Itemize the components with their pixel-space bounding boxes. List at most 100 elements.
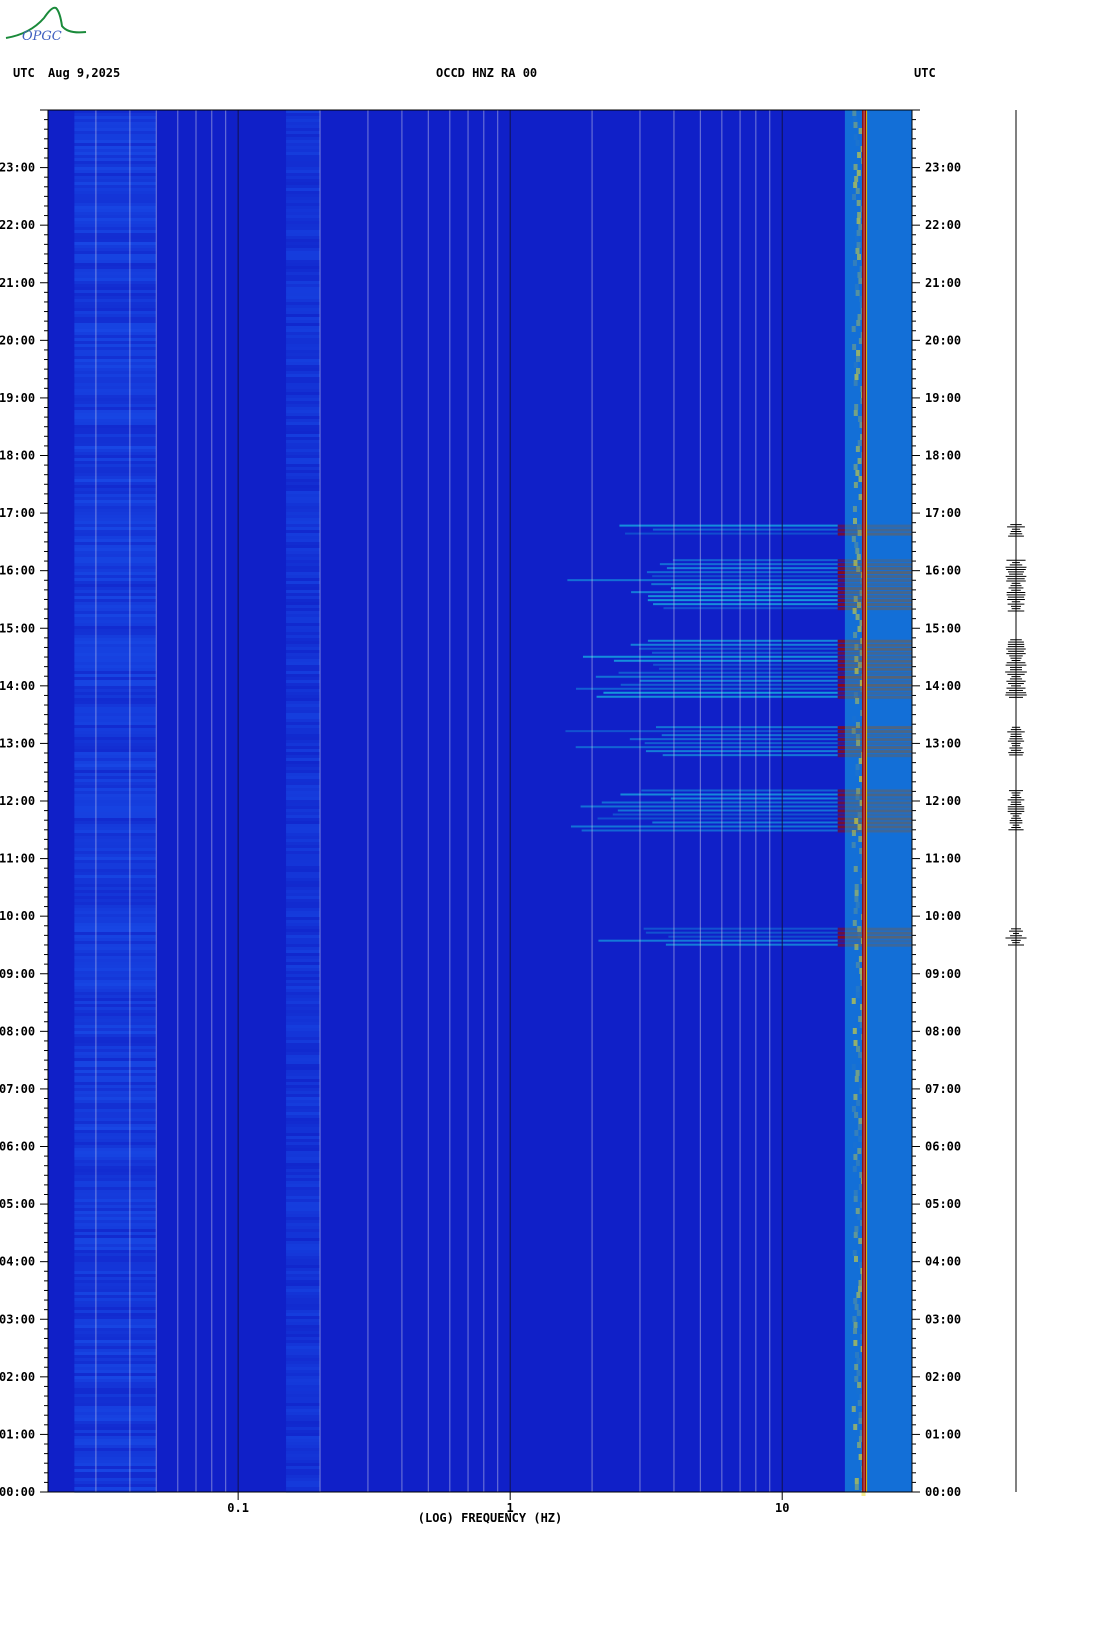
- lowfreq-band-stripe: [74, 1172, 157, 1175]
- lowfreq-band-stripe: [74, 1280, 157, 1283]
- microseism-band-stripe: [286, 1154, 321, 1157]
- highfreq-noise-speck: [854, 542, 859, 548]
- lowfreq-band-stripe: [74, 356, 157, 359]
- x-axis-label: (LOG) FREQUENCY (HZ): [418, 1511, 563, 1525]
- lowfreq-band-stripe: [74, 392, 157, 395]
- lowfreq-band-stripe: [74, 1193, 157, 1196]
- highfreq-noise-speck: [854, 1484, 859, 1490]
- microseism-band-stripe: [286, 923, 321, 926]
- microseism-band-stripe: [286, 1307, 321, 1310]
- microseism-band-stripe: [286, 809, 321, 812]
- lowfreq-band-stripe: [74, 1487, 157, 1490]
- event-band: [652, 528, 838, 531]
- event-band: [653, 663, 838, 666]
- event-band: [595, 675, 838, 678]
- microseism-band-stripe: [286, 1088, 321, 1091]
- microseism-band-stripe: [286, 254, 321, 257]
- event-peak: [837, 695, 912, 699]
- microseism-band-stripe: [286, 959, 321, 962]
- highfreq-noise-speck: [857, 1442, 862, 1448]
- microseism-band-stripe: [286, 659, 321, 662]
- microseism-band-stripe: [286, 1028, 321, 1031]
- event-band: [631, 591, 838, 594]
- lowfreq-band-stripe: [74, 1070, 157, 1073]
- lowfreq-band-stripe: [74, 950, 157, 953]
- y-tick-label-right: 08:00: [925, 1024, 961, 1038]
- microseism-band-stripe: [286, 374, 321, 377]
- microseism-band-stripe: [286, 605, 321, 608]
- microseism-band-stripe: [286, 1064, 321, 1067]
- microseism-band-stripe: [286, 1484, 321, 1487]
- microseism-band-stripe: [286, 461, 321, 464]
- event-peak: [837, 825, 912, 829]
- lowfreq-band-stripe: [74, 578, 157, 581]
- lowfreq-band-stripe: [74, 404, 157, 407]
- lowfreq-band-stripe: [74, 794, 157, 797]
- microseism-band-stripe: [286, 1052, 321, 1055]
- highfreq-noise-speck: [851, 1406, 856, 1412]
- microseism-band-stripe: [286, 1352, 321, 1355]
- lowfreq-band-stripe: [74, 416, 157, 419]
- event-band: [670, 587, 838, 590]
- lowfreq-band-stripe: [74, 1475, 157, 1478]
- lowfreq-band-stripe: [74, 842, 157, 845]
- y-tick-label-left: 07:00: [0, 1082, 35, 1096]
- microseism-band-stripe: [286, 377, 321, 380]
- lowfreq-band-stripe: [74, 1238, 157, 1241]
- lowfreq-band-stripe: [74, 506, 157, 509]
- microseism-band-stripe: [286, 1409, 321, 1412]
- microseism-band-stripe: [286, 1337, 321, 1340]
- lowfreq-band-stripe: [74, 1361, 157, 1364]
- event-band: [647, 599, 838, 602]
- highfreq-noise-band: [844, 110, 912, 1492]
- event-peak: [837, 935, 912, 939]
- highfreq-noise-speck: [858, 476, 863, 482]
- lowfreq-band-stripe: [74, 1484, 157, 1487]
- lowfreq-band-stripe: [74, 1124, 157, 1127]
- lowfreq-band-stripe: [74, 542, 157, 545]
- seismogram-trace: [1005, 110, 1027, 1492]
- microseism-band-stripe: [286, 128, 321, 131]
- microseism-band-stripe: [286, 380, 321, 383]
- lowfreq-band-stripe: [74, 1481, 157, 1484]
- highfreq-noise-speck: [856, 806, 860, 812]
- highfreq-noise-speck: [858, 1412, 863, 1418]
- highfreq-noise-speck: [856, 230, 861, 236]
- lowfreq-band-stripe: [74, 1025, 157, 1028]
- microseism-band-stripe: [286, 905, 321, 908]
- lowfreq-band-stripe: [74, 425, 157, 428]
- microseism-band-stripe: [286, 1394, 321, 1397]
- microseism-band-stripe: [286, 320, 321, 323]
- lowfreq-band-stripe: [74, 131, 157, 134]
- microseism-band-stripe: [286, 482, 321, 485]
- event-band: [665, 943, 838, 946]
- lowfreq-band-stripe: [74, 734, 157, 737]
- lowfreq-band-stripe: [74, 899, 157, 902]
- highfreq-noise-speck: [854, 176, 859, 182]
- lowfreq-band-stripe: [74, 704, 157, 707]
- lowfreq-band-stripe: [74, 140, 157, 143]
- lowfreq-band-stripe: [74, 722, 157, 725]
- microseism-band-stripe: [286, 827, 321, 830]
- microseism-band-stripe: [286, 368, 321, 371]
- lowfreq-band-stripe: [74, 143, 157, 146]
- event-peak: [837, 943, 912, 947]
- lowfreq-band-stripe: [74, 218, 157, 221]
- y-tick-label-left: 06:00: [0, 1140, 35, 1154]
- lowfreq-band-stripe: [74, 605, 157, 608]
- microseism-band-stripe: [286, 608, 321, 611]
- lowfreq-band-stripe: [74, 713, 157, 716]
- microseism-band-stripe: [286, 860, 321, 863]
- microseism-band-stripe: [286, 758, 321, 761]
- lowfreq-band-stripe: [74, 815, 157, 818]
- lowfreq-band-stripe: [74, 755, 157, 758]
- microseism-band-stripe: [286, 131, 321, 134]
- microseism-band-stripe: [286, 506, 321, 509]
- microseism-band-stripe: [286, 257, 321, 260]
- lowfreq-band-stripe: [74, 1316, 157, 1319]
- microseism-band-stripe: [286, 425, 321, 428]
- lowfreq-band-stripe: [74, 398, 157, 401]
- microseism-band-stripe: [286, 902, 321, 905]
- microseism-band-stripe: [286, 1184, 321, 1187]
- lowfreq-band-stripe: [74, 1325, 157, 1328]
